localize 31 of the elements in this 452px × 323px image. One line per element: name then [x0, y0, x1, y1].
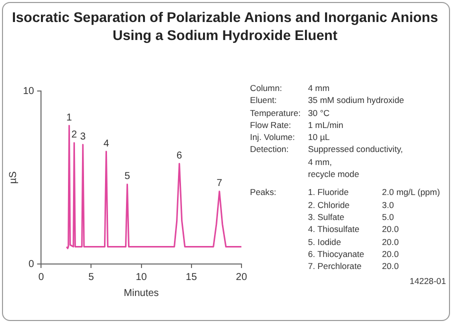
text: 6. Thiocyanate 20.0 — [308, 248, 399, 259]
text: 4 mm, — [308, 156, 333, 169]
x-tick-label: 0 — [38, 272, 44, 283]
text: 7. Perchlorate 20.0 — [308, 261, 399, 272]
annotation: 6 — [176, 150, 183, 162]
text: Flow Rate: 1 mL/min — [250, 120, 344, 130]
annotation: 3 — [80, 131, 86, 142]
text: Eluent: 35 mM sodium hydroxide — [250, 95, 404, 106]
x-tick-label: 10 — [136, 272, 148, 283]
text: 2. Chloride 3.0 — [308, 200, 394, 210]
text: Inj. Volume: 10 µL — [250, 132, 330, 142]
annotation: 2 — [71, 130, 78, 141]
text: recycle mode — [308, 169, 360, 182]
text: 3. Sulfate 5.0 — [308, 212, 394, 222]
text: 5. Iodide 20.0 — [308, 236, 399, 247]
annotation: 7 — [216, 178, 223, 190]
annotation: 1 — [66, 112, 72, 124]
x-tick-label: 20 — [236, 272, 248, 283]
text: Peaks: 1. Fluoride 2.0 mg/L (ppm) — [250, 187, 440, 198]
text: 14228-01 — [410, 276, 446, 288]
x-tick-label: 5 — [88, 272, 94, 283]
chart-title: Isocratic Separation of Polarizable Anions and Inorganic Anions Using a Sodium Hydroxide Eluent — [10, 8, 440, 44]
x-axis-title: Minutes — [124, 288, 159, 299]
text: Detection: Suppressed conductivity, — [250, 144, 403, 154]
text: Temperature: 30 °C — [250, 108, 331, 120]
text: 4. Thiosulfate 20.0 — [308, 224, 399, 234]
x-tick-label: 15 — [186, 272, 198, 283]
y-axis-title: µS — [8, 170, 19, 184]
annotation: 4 — [103, 138, 110, 150]
annotation: 5 — [124, 171, 130, 182]
text: Column: 4 mm — [250, 83, 330, 93]
